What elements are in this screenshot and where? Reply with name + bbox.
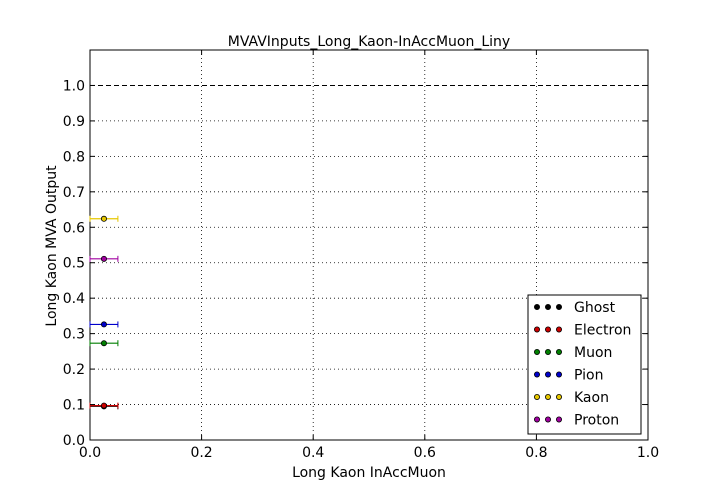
legend-marker-pion xyxy=(556,371,563,378)
y-tick-label: 0.3 xyxy=(63,327,85,343)
legend-label-electron: Electron xyxy=(574,323,631,339)
legend-marker-proton xyxy=(545,416,552,423)
chart-title: MVAVInputs_Long_Kaon-InAccMuon_Liny xyxy=(228,34,510,50)
y-tick-label: 0.5 xyxy=(63,256,85,272)
data-point-kaon xyxy=(100,215,107,222)
y-tick-label: 0.9 xyxy=(63,114,85,130)
legend-marker-electron xyxy=(556,326,563,333)
data-point-pion xyxy=(100,321,107,328)
legend-marker-electron xyxy=(534,326,541,333)
legend-box xyxy=(527,294,642,435)
legend-label-kaon: Kaon xyxy=(574,390,609,406)
y-tick-label: 0.6 xyxy=(63,220,85,236)
y-tick-label: 1.0 xyxy=(63,78,85,94)
legend-marker-kaon xyxy=(556,393,563,400)
y-tick-label: 0.8 xyxy=(63,149,85,165)
y-tick-label: 0.4 xyxy=(63,291,85,307)
legend-marker-pion xyxy=(545,371,552,378)
legend-marker-ghost xyxy=(556,303,563,310)
x-tick-label: 0.0 xyxy=(79,445,101,461)
legend-label-ghost: Ghost xyxy=(574,300,616,316)
x-tick-label: 0.8 xyxy=(525,445,547,461)
x-tick-label: 0.4 xyxy=(302,445,324,461)
data-point-electron xyxy=(100,402,107,409)
legend-label-muon: Muon xyxy=(574,345,612,361)
x-tick-label: 1.0 xyxy=(637,445,659,461)
y-axis-label: Long Kaon MVA Output xyxy=(44,165,60,327)
legend: Ghost Electron Muon Pion Kaon Proton xyxy=(527,294,642,435)
legend-label-pion: Pion xyxy=(574,368,603,384)
x-tick-label: 0.2 xyxy=(190,445,212,461)
legend-marker-kaon xyxy=(534,393,541,400)
legend-marker-ghost xyxy=(545,303,552,310)
legend-marker-pion xyxy=(534,371,541,378)
plot-frame xyxy=(89,49,649,441)
legend-marker-proton xyxy=(534,416,541,423)
legend-marker-proton xyxy=(556,416,563,423)
data-point-muon xyxy=(100,340,107,347)
legend-marker-kaon xyxy=(545,393,552,400)
legend-marker-electron xyxy=(545,326,552,333)
legend-marker-muon xyxy=(556,348,563,355)
y-tick-label: 0.2 xyxy=(63,362,85,378)
x-axis-label: Long Kaon InAccMuon xyxy=(292,465,446,481)
x-tick-label: 0.6 xyxy=(414,445,436,461)
legend-marker-muon xyxy=(534,348,541,355)
axis-ticks: 0.0 0.2 0.4 0.6 0.8 1.0 0.0 0.1 0.2 0.3 0.4 0.5 0.6 0… xyxy=(63,50,659,461)
y-tick-label: 0.7 xyxy=(63,185,85,201)
legend-marker-muon xyxy=(545,348,552,355)
y-tick-label: 0.0 xyxy=(63,433,85,449)
y-tick-label: 0.1 xyxy=(63,398,85,414)
legend-label-proton: Proton xyxy=(574,413,619,429)
legend-marker-ghost xyxy=(534,303,541,310)
data-point-proton xyxy=(100,255,107,262)
